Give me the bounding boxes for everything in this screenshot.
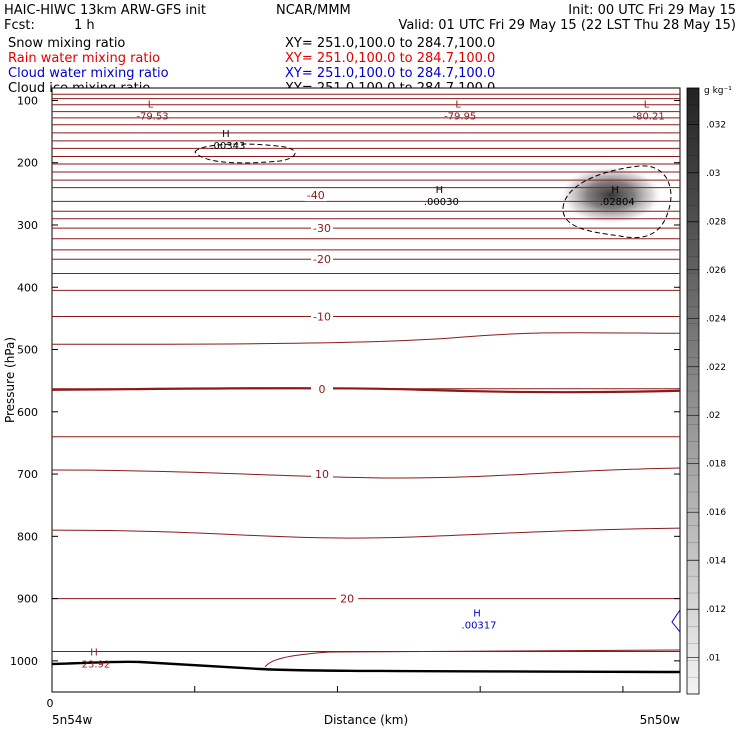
x-origin-label: 0 bbox=[47, 697, 54, 710]
x-left-label: 5n54w bbox=[52, 713, 93, 727]
y-tick-label: 700 bbox=[17, 468, 38, 481]
cloud-water-contour bbox=[671, 609, 680, 633]
extremum-symbol: H bbox=[436, 185, 444, 196]
y-tick-label: 100 bbox=[17, 94, 38, 107]
zero-isotherm bbox=[52, 387, 680, 394]
colorbar-tick-label: .01 bbox=[706, 654, 720, 664]
y-tick-label: 600 bbox=[17, 406, 38, 419]
x-axis-label: Distance (km) bbox=[324, 713, 408, 727]
y-tick-label: 300 bbox=[17, 219, 38, 232]
colorbar-tick-label: .03 bbox=[706, 169, 720, 179]
title-left: HAIC-HIWC 13km ARW-GFS init bbox=[4, 3, 206, 18]
extremum-symbol: L bbox=[644, 100, 650, 111]
y-tick-label: 800 bbox=[17, 530, 38, 543]
colorbar: g kg⁻¹ .032 .03 .028 .026 .024 .022 .02 .018 .01… bbox=[686, 86, 732, 695]
y-tick-label: 1000 bbox=[10, 655, 38, 668]
extremum-symbol: L bbox=[148, 100, 154, 111]
extremum-symbol: L bbox=[455, 100, 461, 111]
extremum-value: .02804 bbox=[600, 197, 635, 208]
isotherm-label: -20 bbox=[313, 253, 331, 266]
colorbar-tick-label: .02 bbox=[706, 411, 720, 421]
colorbar-tick-label: .028 bbox=[706, 217, 726, 227]
y-tick-label: 500 bbox=[17, 344, 38, 357]
isotherm-label: 0 bbox=[319, 383, 326, 396]
extremum-value: .00317 bbox=[462, 620, 497, 631]
colorbar-tick-label: .032 bbox=[706, 120, 726, 130]
isotherm-label: 20 bbox=[340, 593, 354, 606]
terrain-line bbox=[52, 660, 680, 674]
isotherm-label-bg bbox=[311, 310, 334, 323]
isotherm-label-bg bbox=[311, 468, 334, 481]
y-tick-label: 200 bbox=[17, 157, 38, 170]
extremum-symbol: H bbox=[222, 129, 230, 140]
colorbar-tick-label: .024 bbox=[706, 314, 726, 324]
x-right-label: 5n50w bbox=[640, 713, 681, 727]
extremum-value: 23.92 bbox=[82, 660, 111, 671]
field-name: Snow mixing ratio bbox=[8, 36, 125, 51]
extremum-symbol: H bbox=[473, 608, 481, 619]
colorbar-tick-label: .018 bbox=[706, 460, 726, 470]
isotherm-line bbox=[52, 332, 680, 345]
extremum-value: .00343 bbox=[210, 141, 245, 152]
field-name: Rain water mixing ratio bbox=[8, 51, 160, 66]
colorbar-unit: g kg⁻¹ bbox=[704, 86, 732, 96]
isotherm-label-bg bbox=[304, 189, 327, 202]
isotherm-label: -10 bbox=[313, 311, 331, 324]
isotherm-line bbox=[264, 649, 680, 668]
isotherm-line bbox=[52, 527, 680, 539]
isotherm-label-bg bbox=[311, 253, 334, 266]
y-tick-label: 400 bbox=[17, 281, 38, 294]
colorbar-tick-label: .022 bbox=[706, 363, 726, 373]
figure-header: HAIC-HIWC 13km ARW-GFS init NCAR/MMM Ini… bbox=[4, 3, 736, 96]
extremum-value: -79.53 bbox=[136, 112, 168, 123]
field-xy: XY= 251.0,100.0 to 284.7,100.0 bbox=[285, 51, 495, 66]
title-center: NCAR/MMM bbox=[276, 3, 351, 18]
isotherm-line bbox=[52, 467, 680, 479]
extremum-value: -79.95 bbox=[444, 112, 476, 123]
colorbar-tick-label: .014 bbox=[706, 557, 726, 567]
isotherm-label-bg bbox=[311, 382, 334, 395]
field-name: Cloud water mixing ratio bbox=[8, 66, 169, 81]
field-xy: XY= 251.0,100.0 to 284.7,100.0 bbox=[285, 36, 495, 51]
isotherm-label-bg bbox=[336, 592, 359, 605]
extremum-symbol: H bbox=[90, 648, 98, 659]
colorbar-tick-label: .016 bbox=[706, 508, 726, 518]
isotherm-label: 10 bbox=[315, 468, 329, 481]
colorbar-tick-label: .012 bbox=[706, 605, 726, 615]
y-axis-label: Pressure (hPa) bbox=[3, 337, 17, 423]
colorbar-tick-label: .026 bbox=[706, 266, 726, 276]
fcst-label: Fcst: bbox=[4, 18, 35, 33]
y-tick-label: 900 bbox=[17, 593, 38, 606]
field-xy: XY= 251.0,100.0 to 284.7,100.0 bbox=[285, 66, 495, 81]
fcst-value: 1 h bbox=[74, 18, 95, 33]
isotherm-label: -30 bbox=[313, 222, 331, 235]
ice-contour bbox=[562, 165, 672, 239]
extremum-value: .00030 bbox=[424, 197, 459, 208]
isotherm-label-bg bbox=[311, 222, 334, 235]
extremum-value: -80.21 bbox=[632, 112, 664, 123]
init-time: Init: 00 UTC Fri 29 May 15 bbox=[568, 3, 736, 18]
valid-time: Valid: 01 UTC Fri 29 May 15 (22 LST Thu … bbox=[398, 18, 736, 33]
snow-contour bbox=[194, 143, 296, 164]
isotherm-label: -40 bbox=[307, 189, 325, 202]
extremum-symbol: H bbox=[611, 185, 619, 196]
